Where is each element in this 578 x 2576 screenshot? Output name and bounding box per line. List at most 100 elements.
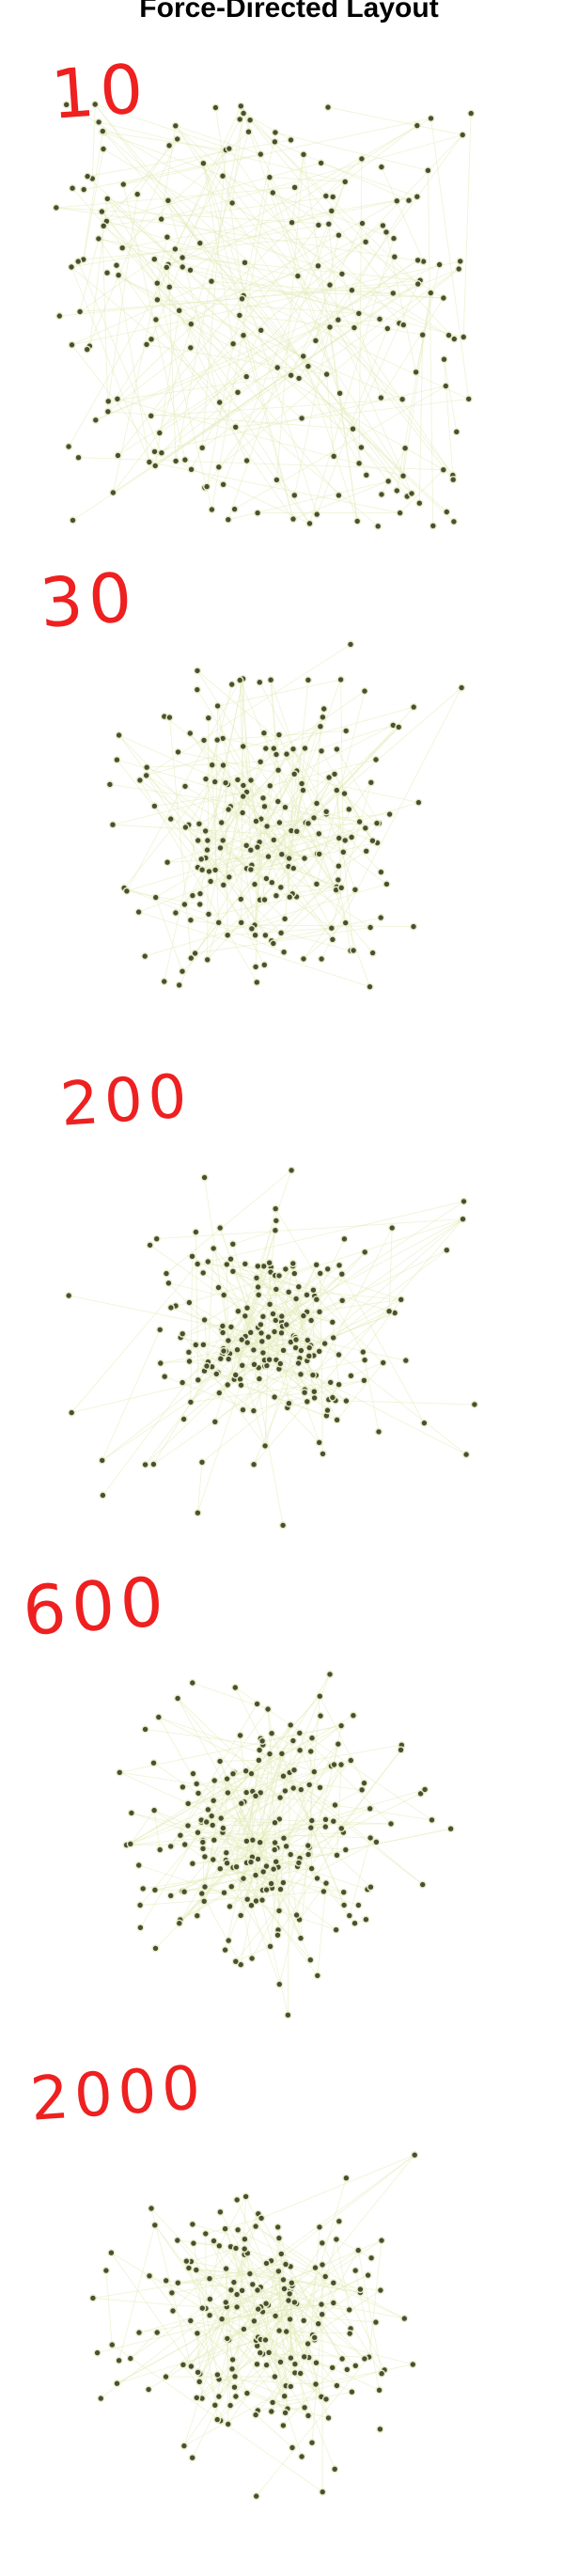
graph-node [307,1956,314,1963]
graph-node [244,1340,251,1346]
page-title: Force-Directed Layout [0,0,578,25]
graph-node [187,2317,194,2324]
graph-node [185,1800,192,1807]
graph-node [306,1344,313,1351]
graph-node [227,2402,234,2409]
graph-node [241,110,247,117]
graph-node [338,1271,345,1278]
graph-node [209,1813,215,1819]
graph-node [253,964,259,970]
graph-node [168,1305,175,1312]
graph-node [144,764,150,771]
graph-node [319,2239,325,2246]
graph-node [155,1714,162,1720]
graph-node [283,2329,289,2335]
graph-node [296,375,303,382]
graph-edge [218,680,341,706]
graph-node [238,1912,244,1919]
graph-node [298,1786,305,1793]
graph-node [152,894,159,901]
graph-node [263,1887,270,1893]
graph-node [116,272,122,278]
graph-node [220,882,227,888]
graph-node [188,466,195,473]
graph-node [239,2287,245,2294]
graph-node [195,668,201,674]
graph-node [223,2266,229,2272]
graph-node [323,371,330,378]
graph-node [238,102,244,109]
graph-node [298,1371,305,1377]
graph-edge [363,1352,379,1432]
graph-node [301,956,307,963]
graph-node [202,1884,209,1891]
graph-node [367,1835,374,1842]
graph-node [272,1328,278,1335]
graph-node [356,460,363,466]
graph-node [199,1839,206,1846]
graph-node [150,1760,157,1767]
graph-node [414,281,421,288]
graph-node [189,2455,195,2461]
graph-node [428,290,434,296]
graph-node [221,1890,227,1896]
graph-node [180,1330,186,1337]
graph-edge [318,1883,326,1975]
graph-node [379,492,385,498]
graph-node [164,234,171,241]
graph-node [296,1730,303,1736]
graph-node [92,416,99,423]
graph-node [362,1249,368,1255]
graph-node [275,2268,282,2274]
graph-node [291,184,298,191]
graph-node [194,1912,200,1919]
graph-node [376,1429,383,1436]
graph-node [153,317,160,323]
graph-node [339,271,346,277]
graph-node [414,122,420,129]
graph-node [224,2335,230,2342]
layout-panel-2: 30 [0,545,578,1072]
graph-node [354,518,361,525]
graph-node [351,948,357,954]
graph-node [338,1722,345,1729]
graph-node [135,909,142,916]
graph-node [90,2295,97,2301]
graph-node [201,1174,208,1181]
graph-node [216,2242,223,2249]
graph-node [335,1741,341,1748]
graph-node [114,757,120,763]
graph-node [241,1876,247,1882]
graph-node [229,200,236,207]
graph-edge [261,2155,414,2218]
graph-node [270,190,276,196]
graph-node [334,787,340,793]
graph-node [365,2272,371,2279]
graph-node [56,313,63,320]
graph-node [267,174,273,181]
graph-node [196,902,203,908]
graph-node [66,444,72,450]
graph-edge [336,2239,371,2258]
graph-node [328,925,335,932]
graph-node [319,2301,325,2308]
graph-node [135,1862,142,1869]
graph-edge [304,2178,346,2321]
graph-node [280,1347,287,1354]
graph-node [244,2390,251,2396]
graph-node [465,396,472,402]
graph-edge [336,1401,475,1405]
graph-node [268,677,274,683]
graph-edge [240,681,278,771]
graph-node [218,1815,225,1822]
graph-node [329,2364,336,2371]
graph-node [220,173,227,180]
graph-node [282,2410,289,2416]
graph-node [166,715,173,721]
graph-node [336,390,343,397]
graph-node [355,310,362,317]
graph-node [222,1947,228,1954]
graph-edge [149,320,338,462]
graph-node [293,1337,300,1343]
graph-node [152,1887,159,1893]
